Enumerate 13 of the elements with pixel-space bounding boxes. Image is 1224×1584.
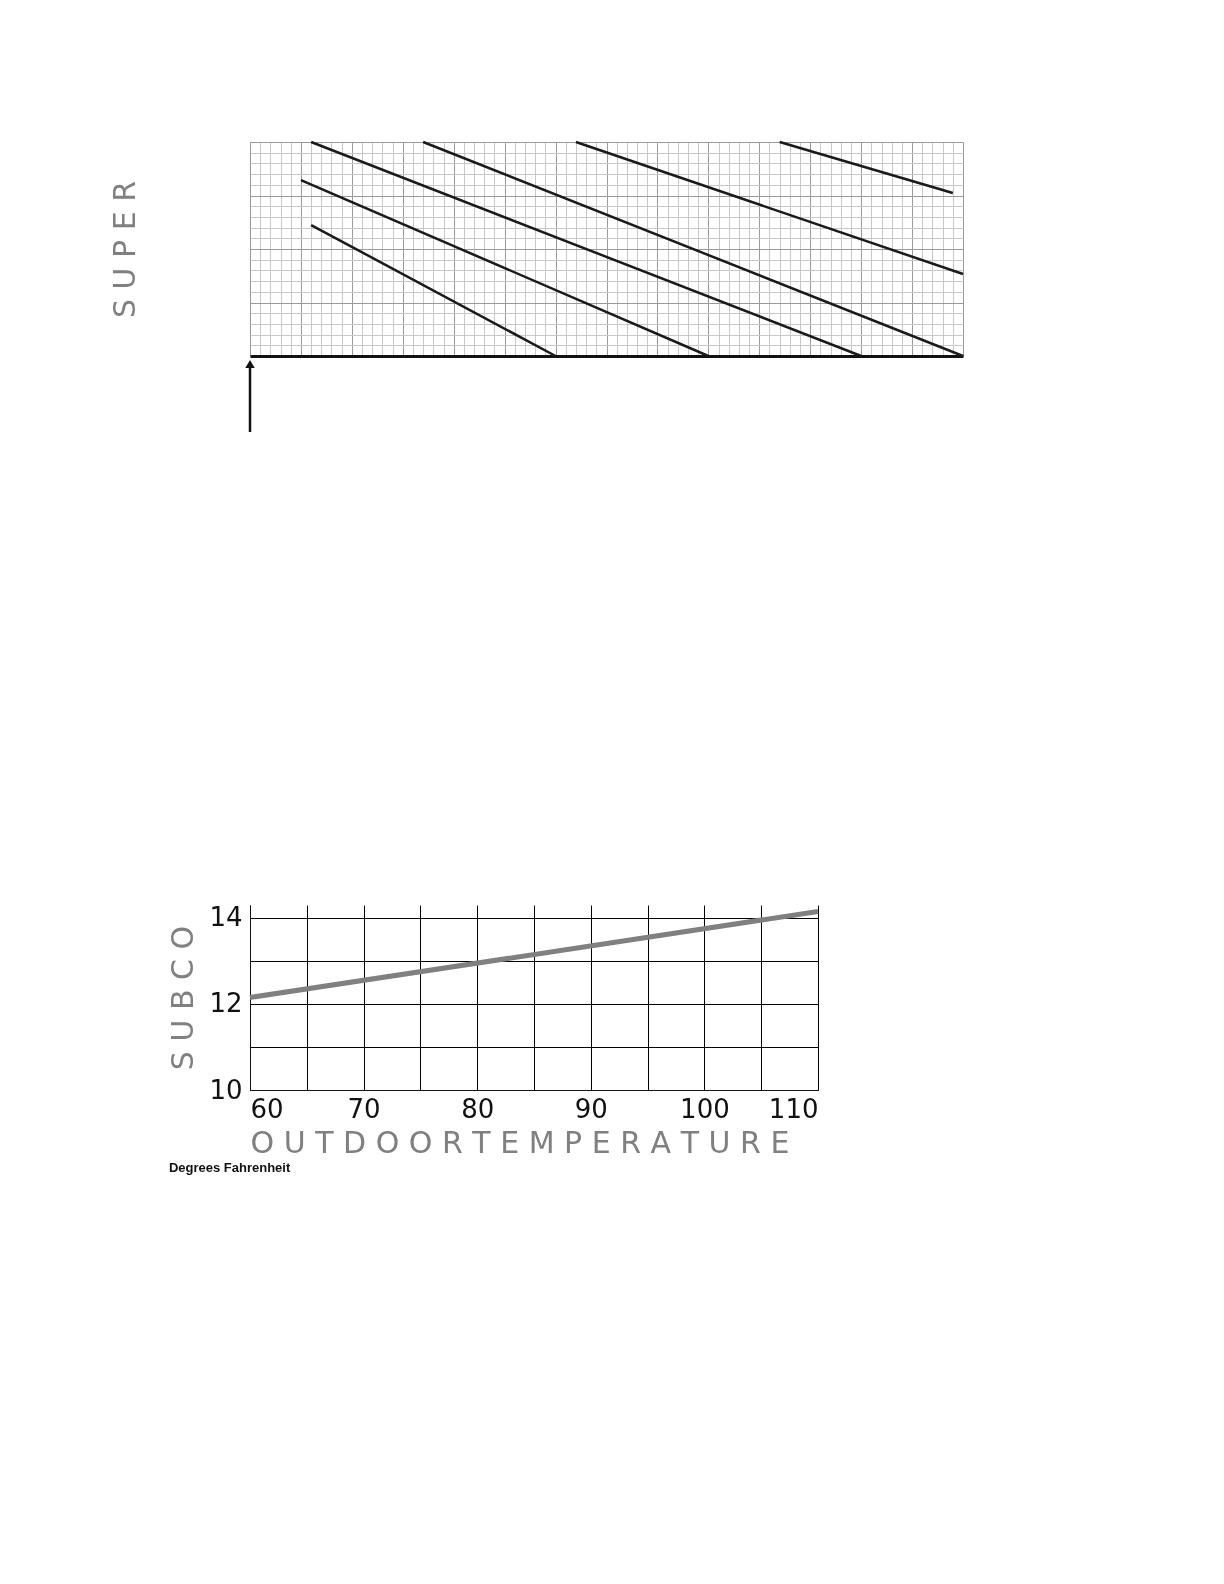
x-tick-label: 60 [250,1093,284,1124]
y-tick-label: 12 [209,988,243,1019]
x-tick-label: 100 [680,1093,730,1124]
x-tick-label: 80 [461,1093,495,1124]
y-tick-label: 10 [209,1074,243,1105]
y-tick-label: 14 [209,902,243,933]
x-tick-label: 110 [768,1093,819,1124]
text: Degrees Fahrenheit [168,1160,291,1175]
y-axis-title: S U B C O [165,925,201,1071]
x-tick-label: 90 [574,1093,608,1124]
y-axis-title: S U P E R [106,180,142,319]
x-tick-label: 70 [347,1093,381,1124]
x-axis-title: O U T D O O R T E M P E R A T U R E [250,1124,790,1160]
